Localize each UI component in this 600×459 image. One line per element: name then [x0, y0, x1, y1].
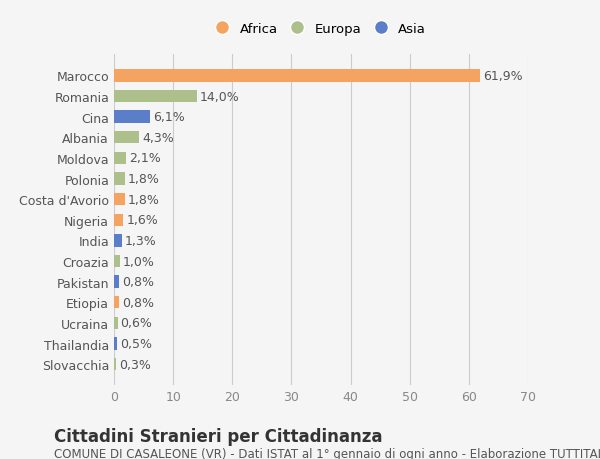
Bar — [114, 276, 119, 288]
Bar — [114, 91, 197, 103]
Text: 0,8%: 0,8% — [122, 275, 154, 289]
Text: 14,0%: 14,0% — [200, 90, 239, 103]
Text: 1,6%: 1,6% — [127, 214, 158, 227]
Text: 4,3%: 4,3% — [142, 132, 174, 145]
Bar — [114, 214, 124, 226]
Bar — [114, 297, 119, 309]
Text: 0,8%: 0,8% — [122, 296, 154, 309]
Bar — [114, 317, 118, 330]
Bar — [114, 132, 139, 144]
Text: 1,8%: 1,8% — [128, 173, 160, 185]
Legend: Africa, Europa, Asia: Africa, Europa, Asia — [212, 19, 430, 39]
Bar — [114, 173, 125, 185]
Bar — [114, 235, 122, 247]
Text: 1,3%: 1,3% — [125, 235, 157, 247]
Bar — [114, 70, 480, 83]
Text: Cittadini Stranieri per Cittadinanza: Cittadini Stranieri per Cittadinanza — [54, 427, 383, 445]
Bar — [114, 358, 116, 370]
Text: 0,5%: 0,5% — [120, 337, 152, 350]
Bar — [114, 194, 125, 206]
Text: 2,1%: 2,1% — [130, 152, 161, 165]
Bar — [114, 255, 120, 268]
Text: 1,8%: 1,8% — [128, 193, 160, 206]
Bar — [114, 111, 150, 123]
Text: 1,0%: 1,0% — [123, 255, 155, 268]
Text: 61,9%: 61,9% — [483, 70, 523, 83]
Text: 0,6%: 0,6% — [121, 317, 152, 330]
Bar — [114, 338, 117, 350]
Bar — [114, 152, 127, 165]
Text: COMUNE DI CASALEONE (VR) - Dati ISTAT al 1° gennaio di ogni anno - Elaborazione : COMUNE DI CASALEONE (VR) - Dati ISTAT al… — [54, 448, 600, 459]
Text: 0,3%: 0,3% — [119, 358, 151, 371]
Text: 6,1%: 6,1% — [153, 111, 185, 124]
